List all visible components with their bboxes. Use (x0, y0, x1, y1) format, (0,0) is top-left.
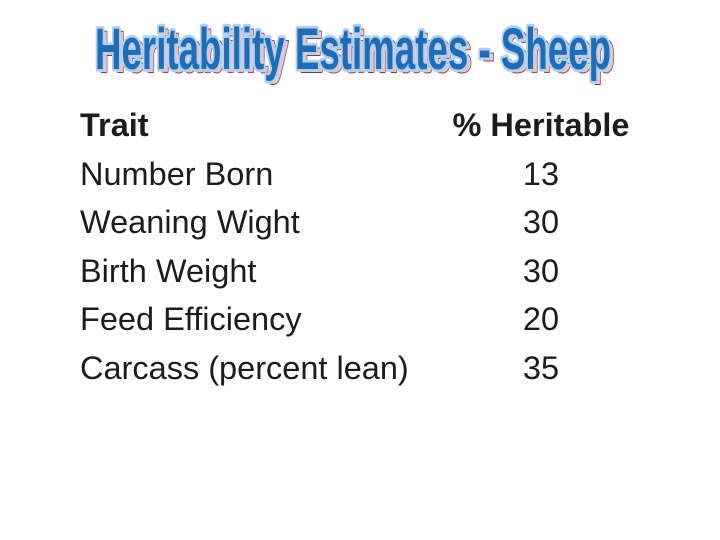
wordart-title: Heritability Estimates - Sheep Heritabil… (92, 14, 616, 86)
heritable-value: 35 (522, 349, 560, 386)
trait-label: Number Born (80, 155, 274, 192)
table-row: Birth Weight 30 (80, 247, 632, 296)
heritable-value: 30 (522, 252, 560, 289)
page-title: Heritability Estimates - Sheep (95, 17, 611, 82)
heritable-value: 30 (522, 204, 560, 240)
trait-label: Weaning Wight (80, 204, 300, 240)
trait-label: Carcass (percent lean) (80, 349, 409, 386)
table-row: Number Born 13 (80, 150, 632, 199)
table-row: Carcass (percent lean) 35 (80, 344, 632, 393)
heritability-table: Trait % Heritable Number Born 13 Weaning… (80, 101, 632, 392)
table-row: Feed Efficiency 20 (80, 295, 632, 344)
column-header-trait: Trait (80, 107, 149, 143)
table-header-row: Trait % Heritable (80, 101, 632, 150)
heritable-value: 13 (522, 155, 560, 192)
title-shadow-text: Heritability Estimates - Sheep (99, 20, 615, 85)
column-header-heritable: % Heritable (452, 107, 630, 143)
table-row: Weaning Wight 30 (80, 198, 632, 247)
trait-label: Feed Efficiency (80, 301, 302, 337)
trait-label: Birth Weight (80, 252, 257, 289)
heritable-value: 20 (522, 301, 560, 337)
